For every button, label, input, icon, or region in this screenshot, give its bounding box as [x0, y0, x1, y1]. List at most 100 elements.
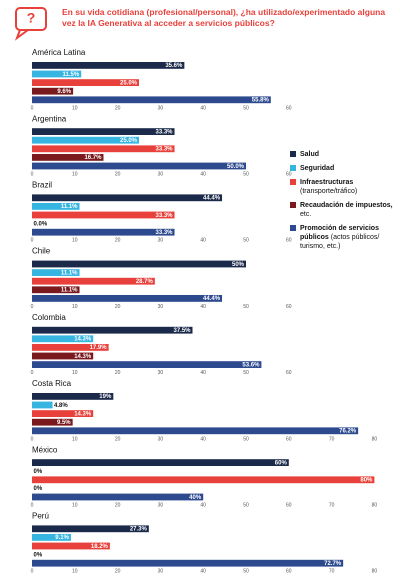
x-tick-label: 30: [158, 172, 164, 178]
x-tick-label: 40: [200, 105, 206, 111]
x-tick-label: 60: [286, 172, 292, 178]
title: En su vida cotidiana (profesional/person…: [62, 7, 386, 28]
svg-text:?: ?: [27, 10, 36, 26]
bar: [32, 70, 82, 78]
value-label: 18.2%: [91, 544, 109, 550]
value-label: 33.3%: [156, 147, 174, 153]
bar: [32, 534, 71, 541]
bar: [32, 352, 94, 360]
bar: [32, 326, 193, 334]
x-tick-label: 0: [31, 238, 34, 244]
panel-title: Chile: [32, 247, 51, 256]
legend-item: Promoción de servicios públicos (actos p…: [290, 224, 398, 251]
x-tick-label: 60: [286, 503, 292, 509]
value-label: 0%: [34, 469, 43, 475]
value-label: 50%: [232, 262, 245, 268]
x-tick-label: 20: [115, 238, 121, 244]
value-label: 17.9%: [90, 345, 108, 351]
legend-swatch: [290, 225, 296, 231]
panel-title: Perú: [32, 512, 49, 521]
value-label: 33.3%: [156, 230, 174, 236]
x-tick-label: 20: [115, 172, 121, 178]
legend-item: Infraestructuras (transporte/tráfico): [290, 178, 398, 196]
bar: [32, 228, 175, 236]
value-label: 9.1%: [55, 535, 69, 541]
bar: [32, 128, 175, 135]
x-tick-label: 10: [72, 503, 78, 509]
x-tick-label: 40: [200, 238, 206, 244]
x-tick-label: 60: [286, 370, 292, 376]
value-label: 33.3%: [156, 213, 174, 219]
x-tick-label: 0: [31, 105, 34, 111]
bar: [32, 286, 80, 294]
bar: [32, 344, 109, 351]
value-label: 37.5%: [173, 328, 191, 334]
value-label: 44.4%: [203, 196, 221, 202]
value-label: 80%: [360, 478, 373, 484]
value-label: 4.8%: [54, 403, 68, 409]
bar: [32, 459, 289, 466]
legend: Salud Seguridad Infraestructuras (transpor…: [290, 150, 398, 256]
x-tick-label: 40: [200, 503, 206, 509]
x-tick-label: 80: [372, 436, 378, 442]
value-label: 55.8%: [252, 98, 270, 104]
x-tick-label: 70: [329, 436, 335, 442]
x-tick-label: 30: [158, 503, 164, 509]
panel-title: Brazil: [32, 181, 52, 190]
legend-note: etc.: [300, 211, 312, 218]
bar: [32, 427, 359, 435]
x-tick-label: 50: [243, 105, 249, 111]
value-label: 40%: [189, 495, 202, 501]
x-tick-label: 60: [286, 304, 292, 310]
x-tick-label: 10: [72, 436, 78, 442]
x-tick-label: 40: [200, 436, 206, 442]
x-tick-label: 70: [329, 503, 335, 509]
legend-label: Infraestructuras: [300, 179, 354, 186]
value-label: 0%: [34, 486, 43, 492]
panel-title: Argentina: [32, 114, 67, 123]
bar: [32, 87, 74, 95]
bar: [32, 401, 53, 409]
value-label: 11.5%: [63, 72, 80, 78]
panel-title: Colombia: [32, 313, 66, 322]
x-tick-label: 80: [372, 503, 378, 509]
value-label: 53.6%: [242, 362, 260, 368]
legend-label: Salud: [300, 151, 320, 158]
legend-swatch: [290, 151, 296, 157]
legend-label: Seguridad: [300, 165, 335, 172]
bar: [32, 295, 223, 302]
bar: [32, 361, 262, 368]
x-tick-label: 30: [158, 436, 164, 442]
value-label: 14.3%: [74, 411, 92, 417]
bar: [32, 96, 271, 104]
x-tick-label: 30: [158, 105, 164, 111]
x-tick-label: 0: [31, 172, 34, 178]
bar: [32, 418, 73, 426]
value-label: 0%: [34, 552, 43, 558]
question-icon: ?: [14, 7, 47, 41]
bar: [32, 162, 246, 170]
legend-note: (actos públicos/ turismo, etc.): [300, 234, 380, 250]
panel-title: México: [32, 445, 58, 454]
value-label: 14.3%: [74, 337, 92, 343]
value-label: 44.4%: [203, 296, 221, 302]
bar: [32, 476, 375, 484]
x-tick-label: 50: [243, 569, 249, 575]
x-tick-label: 30: [158, 370, 164, 376]
x-tick-label: 30: [158, 304, 164, 310]
value-label: 0.0%: [34, 221, 48, 227]
x-tick-label: 40: [200, 569, 206, 575]
legend-label: Promoción de servicios públicos: [300, 225, 379, 241]
bar: [32, 493, 204, 501]
value-label: 72.7%: [324, 561, 342, 567]
bar: [32, 559, 344, 567]
x-tick-label: 0: [31, 304, 34, 310]
x-tick-label: 20: [115, 105, 121, 111]
legend-swatch: [290, 202, 296, 208]
bar: [32, 410, 94, 417]
bar: [32, 154, 104, 161]
x-tick-label: 10: [72, 172, 78, 178]
x-tick-label: 0: [31, 436, 34, 442]
value-label: 19%: [99, 394, 112, 400]
